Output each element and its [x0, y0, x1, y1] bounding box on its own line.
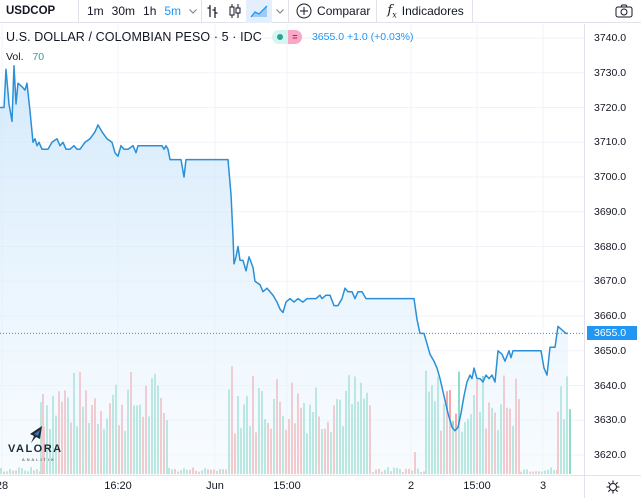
- function-icon: fx: [387, 2, 397, 20]
- price-chart-canvas[interactable]: [0, 24, 584, 475]
- time-tick-label: 16:20: [104, 480, 132, 492]
- time-tick-label: 15:00: [463, 480, 491, 492]
- volume-value: 70: [32, 51, 45, 63]
- price-tick-label: 3670.0: [594, 275, 627, 288]
- logo-mark-icon: [30, 426, 42, 443]
- price-tick-label: 3640.0: [594, 379, 627, 392]
- market-status-pill[interactable]: =: [271, 30, 302, 44]
- time-tick-label: 3: [539, 480, 547, 492]
- interval-1h-button[interactable]: 1h: [143, 4, 157, 18]
- price-tick-label: 3710.0: [594, 136, 627, 149]
- price-tick-label: 3690.0: [594, 205, 627, 218]
- compare-button[interactable]: Comparar: [289, 0, 376, 23]
- price-tick-label: 3620.0: [594, 449, 627, 461]
- divider: [471, 0, 473, 23]
- last-price-change: 3655.0 +1.0 (+0.03%): [311, 31, 414, 43]
- price-tick-label: 3630.0: [594, 414, 627, 427]
- interval-5m-button[interactable]: 5m: [164, 4, 182, 18]
- divider: [201, 0, 203, 23]
- top-toolbar: USDCOP 1m 30m 1h 5m Comparar fx Indicado…: [0, 0, 641, 23]
- indicators-button[interactable]: fx Indicadores: [377, 0, 467, 23]
- plus-circle-icon: [296, 3, 312, 19]
- series-title: U.S. DOLLAR / COLOMBIAN PESO · 5 · IDC: [6, 30, 262, 44]
- time-tick-label: 2: [407, 480, 415, 492]
- interval-30m-button[interactable]: 30m: [111, 4, 136, 18]
- interval-1m-button[interactable]: 1m: [87, 4, 104, 18]
- valora-logo: VALORA ANALITIK: [8, 426, 68, 466]
- indicators-label: Indicadores: [401, 4, 464, 18]
- logo-subtitle: ANALITIK: [22, 457, 56, 462]
- candlestick-icon[interactable]: [224, 0, 246, 23]
- price-tick-label: 3700.0: [594, 171, 627, 183]
- time-tick-label: 28: [0, 480, 9, 492]
- data-equal-icon: =: [287, 30, 302, 44]
- price-tick-label: 3730.0: [594, 66, 627, 79]
- divider: [376, 0, 378, 23]
- settings-gear-icon[interactable]: [584, 475, 641, 498]
- time-tick-label: 15:00: [273, 480, 301, 492]
- interval-chevron-down-icon[interactable]: [185, 0, 201, 23]
- price-tick-label: 3720.0: [594, 101, 627, 114]
- camera-icon[interactable]: [613, 0, 635, 23]
- price-tick-label: 3680.0: [594, 240, 627, 253]
- time-tick-label: Jun: [206, 480, 224, 492]
- logo-wordmark: VALORA: [8, 443, 63, 455]
- price-tick-label: 3740.0: [594, 32, 627, 44]
- chart-type-chevron-down-icon[interactable]: [272, 0, 288, 23]
- price-axis[interactable]: 3740.0 3730.0 3720.0 3710.0 3700.0 3690.0 3680…: [584, 24, 641, 475]
- chart-pane[interactable]: [0, 24, 584, 475]
- volume-legend: Vol. 70: [6, 51, 44, 63]
- chart-legend: U.S. DOLLAR / COLOMBIAN PESO · 5 · IDC =…: [6, 30, 414, 44]
- market-open-dot-icon: [271, 30, 288, 44]
- volume-label: Vol.: [6, 51, 24, 63]
- time-axis[interactable]: 28 16:20 Jun 15:00 2 15:00 3: [0, 475, 584, 498]
- divider: [288, 0, 290, 23]
- divider: [78, 0, 79, 23]
- symbol-search[interactable]: USDCOP: [6, 5, 56, 17]
- price-tick-label: 3660.0: [594, 310, 627, 322]
- price-tick-label: 3650.0: [594, 344, 627, 357]
- bar-chart-icon[interactable]: [202, 0, 224, 23]
- current-price-label: 3655.0: [587, 326, 637, 341]
- area-chart-icon[interactable]: [246, 0, 273, 23]
- compare-label: Comparar: [317, 4, 371, 18]
